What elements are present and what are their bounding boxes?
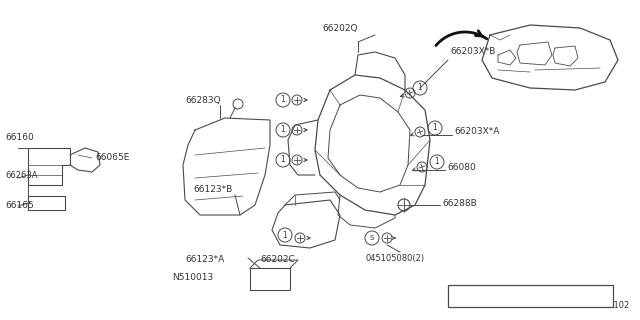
Text: 1: 1: [280, 125, 285, 134]
Text: 1: 1: [280, 95, 285, 105]
Text: 66123*B: 66123*B: [193, 186, 232, 195]
Text: S: S: [479, 293, 483, 299]
Text: 1: 1: [418, 84, 422, 92]
Text: 1: 1: [280, 156, 285, 164]
Text: 045105160(18): 045105160(18): [492, 292, 562, 300]
Text: 66080: 66080: [447, 164, 476, 172]
Text: 1: 1: [433, 124, 437, 132]
Text: 66160: 66160: [5, 133, 34, 142]
Text: 66123*A: 66123*A: [185, 255, 224, 265]
Text: 66165: 66165: [5, 201, 34, 210]
Text: 1: 1: [283, 230, 287, 239]
Text: 66288B: 66288B: [442, 198, 477, 207]
FancyBboxPatch shape: [448, 285, 613, 307]
Text: 66202C: 66202C: [260, 255, 296, 265]
Text: 045105080(2): 045105080(2): [365, 253, 424, 262]
Text: 66203X*A: 66203X*A: [454, 127, 499, 137]
Text: A660001102: A660001102: [577, 301, 630, 310]
Text: 66283Q: 66283Q: [185, 95, 221, 105]
Text: 66202Q: 66202Q: [323, 23, 358, 33]
Text: S: S: [370, 235, 374, 241]
Text: 66263A: 66263A: [5, 171, 38, 180]
Text: 66203X*B: 66203X*B: [450, 47, 495, 57]
Text: 1: 1: [435, 157, 440, 166]
Text: N510013: N510013: [172, 274, 213, 283]
Text: 1: 1: [456, 292, 461, 300]
Text: 66065E: 66065E: [95, 154, 129, 163]
